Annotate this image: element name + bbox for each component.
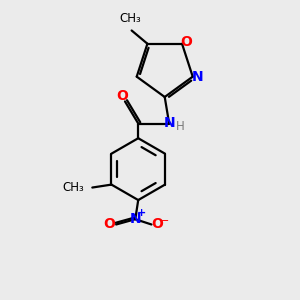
Text: N: N [130,212,141,226]
Text: N: N [192,70,204,84]
Text: N: N [163,116,175,130]
Text: O: O [116,89,128,103]
Text: O: O [104,218,116,232]
Text: CH₃: CH₃ [119,12,141,25]
Text: CH₃: CH₃ [62,181,84,194]
Text: O: O [151,218,163,232]
Text: +: + [137,208,146,218]
Text: −: − [160,216,169,226]
Text: O: O [181,35,192,49]
Text: H: H [176,120,185,133]
